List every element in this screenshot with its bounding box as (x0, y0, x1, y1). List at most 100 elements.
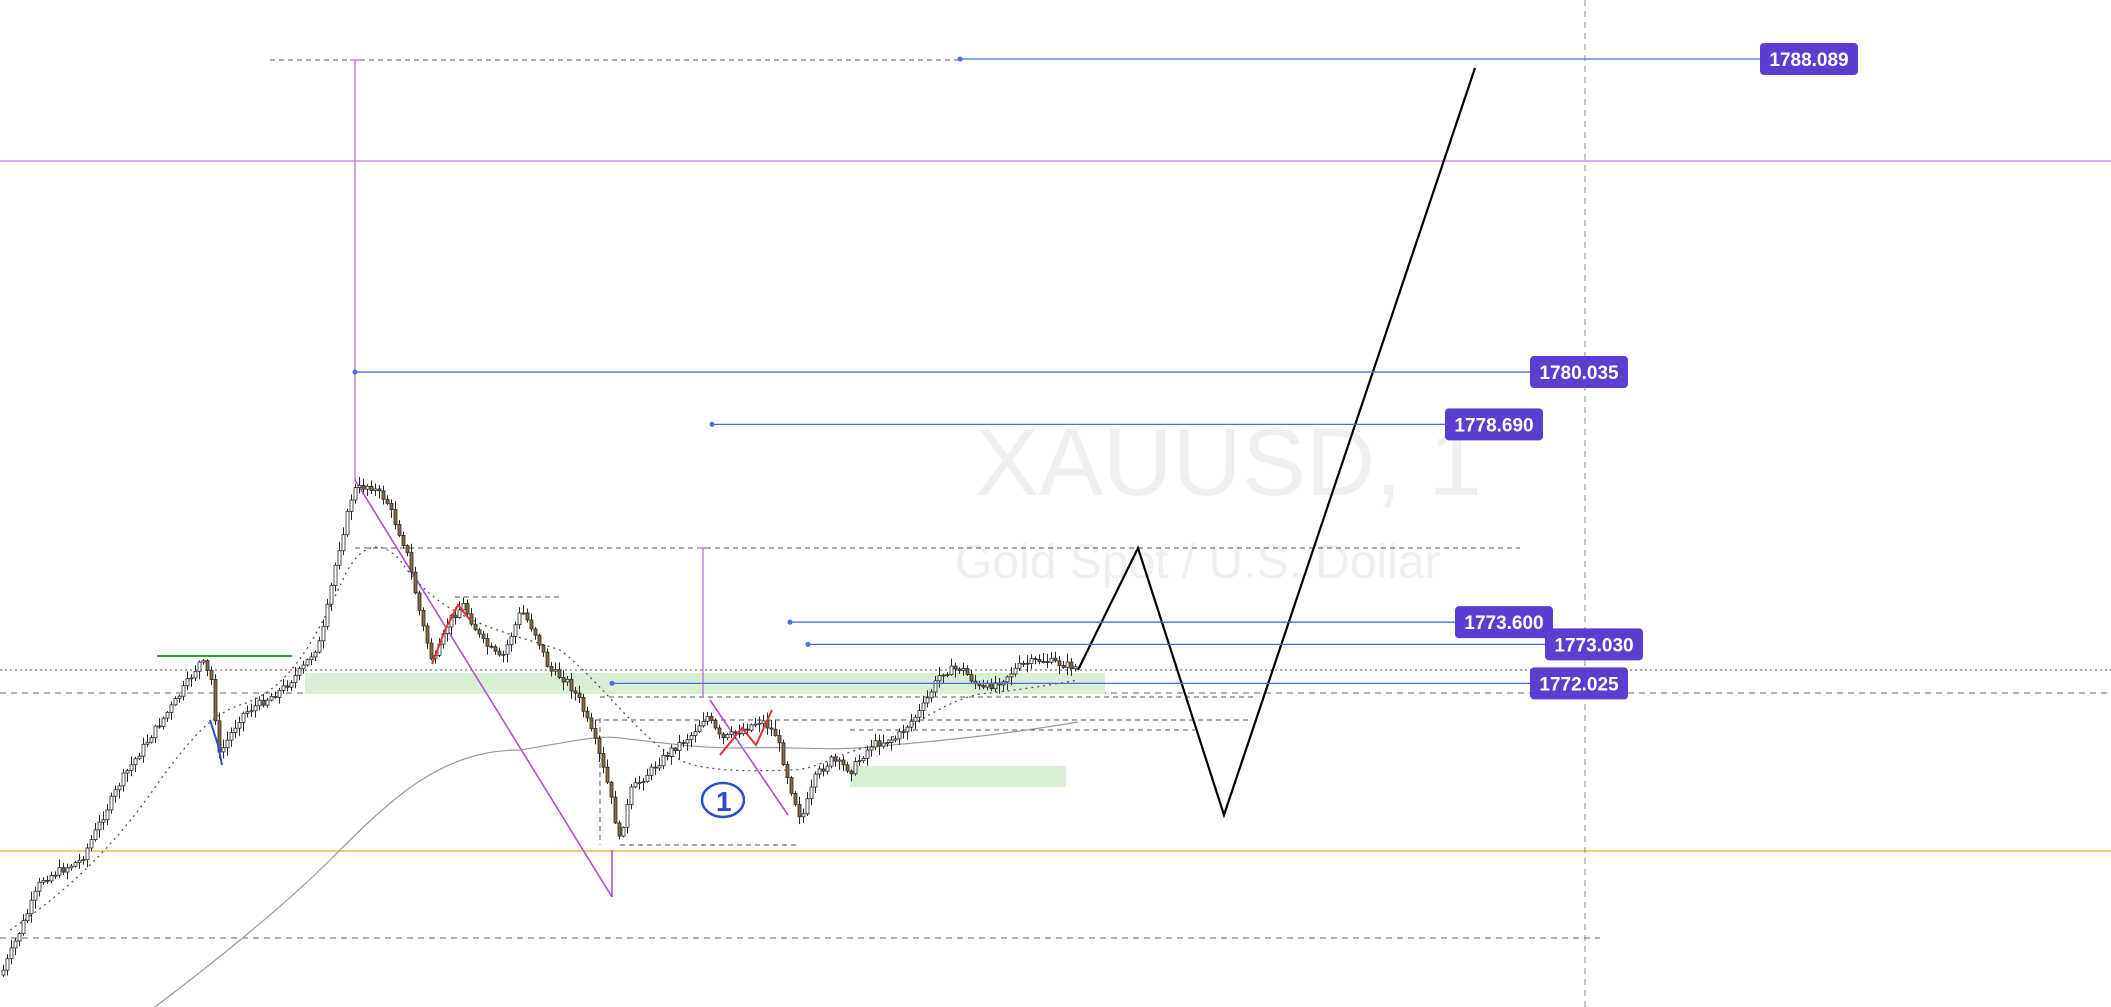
candle-body[interactable] (649, 766, 654, 776)
candle-body[interactable] (213, 679, 218, 722)
candle-body[interactable] (125, 770, 130, 774)
candle-body[interactable] (177, 695, 182, 699)
candle-body[interactable] (333, 564, 338, 586)
candle-body[interactable] (1053, 657, 1058, 662)
candle-body[interactable] (393, 509, 398, 525)
candle-body[interactable] (309, 656, 314, 661)
candle-body[interactable] (253, 705, 258, 712)
candle-body[interactable] (273, 696, 278, 698)
candle-body[interactable] (901, 731, 906, 734)
red-swing-path-1[interactable] (431, 603, 471, 665)
candle-body[interactable] (557, 669, 562, 678)
candle-body[interactable] (401, 535, 406, 547)
candle-body[interactable] (581, 696, 586, 712)
candle-body[interactable] (509, 635, 514, 646)
candle-body[interactable] (93, 829, 98, 841)
candle-body[interactable] (593, 728, 598, 739)
candle-body[interactable] (425, 625, 430, 644)
candle-body[interactable] (861, 757, 866, 762)
candle-body[interactable] (517, 612, 522, 626)
candle-body[interactable] (353, 487, 358, 501)
candle-body[interactable] (521, 612, 526, 615)
price-label-badge[interactable] (1760, 43, 1858, 75)
candle-body[interactable] (129, 764, 134, 771)
candle-body[interactable] (53, 874, 58, 877)
price-level-anchor[interactable] (352, 369, 358, 375)
candle-body[interactable] (57, 867, 62, 876)
candle-body[interactable] (453, 614, 458, 618)
demand-zone-lower[interactable] (850, 766, 1066, 787)
candle-body[interactable] (157, 725, 162, 728)
candle-body[interactable] (921, 702, 926, 711)
candle-body[interactable] (89, 839, 94, 849)
candle-body[interactable] (489, 645, 494, 648)
candle-body[interactable] (857, 760, 862, 763)
candle-body[interactable] (697, 725, 702, 733)
candle-body[interactable] (825, 765, 830, 772)
candle-body[interactable] (689, 735, 694, 741)
candle-body[interactable] (893, 738, 898, 741)
red-swing-path-2[interactable] (719, 709, 773, 756)
candle-body[interactable] (1041, 661, 1046, 663)
candle-body[interactable] (85, 847, 90, 861)
candle-body[interactable] (497, 650, 502, 656)
candle-body[interactable] (577, 692, 582, 698)
price-label-badge[interactable] (1445, 408, 1543, 441)
candle-body[interactable] (137, 755, 142, 760)
candle-body[interactable] (609, 781, 614, 798)
candle-body[interactable] (913, 716, 918, 722)
candle-body[interactable] (553, 669, 558, 672)
candle-body[interactable] (801, 813, 806, 818)
candle-body[interactable] (101, 819, 106, 823)
price-levels[interactable]: 1788.089 1780.035 1778.690 1773.600 1773.030… (352, 43, 1859, 700)
candle-body[interactable] (381, 490, 386, 500)
candle-body[interactable] (909, 720, 914, 728)
candle-body[interactable] (205, 660, 210, 671)
candle-body[interactable] (289, 682, 294, 688)
candle-body[interactable] (821, 768, 826, 772)
price-label-badge[interactable] (1545, 628, 1643, 661)
candle-body[interactable] (1057, 660, 1062, 666)
candle-body[interactable] (301, 664, 306, 670)
candle-body[interactable] (981, 685, 986, 688)
candle-body[interactable] (961, 668, 966, 671)
candle-body[interactable] (729, 731, 734, 735)
candle-body[interactable] (633, 782, 638, 788)
candle-body[interactable] (585, 710, 590, 719)
candle-body[interactable] (889, 739, 894, 743)
candle-body[interactable] (869, 746, 874, 751)
candle-body[interactable] (113, 789, 118, 797)
candle-body[interactable] (361, 484, 366, 490)
candle-body[interactable] (269, 696, 274, 701)
candle-body[interactable] (49, 874, 54, 882)
candle-body[interactable] (209, 670, 214, 680)
candle-body[interactable] (1065, 661, 1070, 668)
candle-body[interactable] (385, 498, 390, 504)
candle-body[interactable] (77, 859, 82, 864)
candle-body[interactable] (669, 747, 674, 757)
candle-body[interactable] (717, 727, 722, 735)
candle-body[interactable] (197, 661, 202, 672)
candle-body[interactable] (777, 735, 782, 744)
candle-body[interactable] (1045, 661, 1050, 663)
candle-body[interactable] (545, 651, 550, 667)
candle-body[interactable] (629, 786, 634, 805)
candle-body[interactable] (853, 761, 858, 775)
candle-body[interactable] (225, 739, 230, 749)
price-level-anchor[interactable] (609, 680, 615, 686)
candle-body[interactable] (561, 677, 566, 683)
candle-body[interactable] (457, 609, 462, 618)
candle-body[interactable] (941, 674, 946, 677)
candle-body[interactable] (185, 678, 190, 687)
candle-body[interactable] (221, 747, 226, 753)
candle-body[interactable] (189, 677, 194, 680)
price-level-anchor[interactable] (805, 641, 811, 647)
candle-body[interactable] (145, 741, 150, 745)
candle-body[interactable] (641, 781, 646, 783)
candle-body[interactable] (569, 678, 574, 692)
candle-body[interactable] (241, 712, 246, 723)
candle-body[interactable] (929, 691, 934, 699)
candle-body[interactable] (297, 668, 302, 676)
candle-body[interactable] (613, 796, 618, 824)
candle-body[interactable] (5, 958, 10, 971)
